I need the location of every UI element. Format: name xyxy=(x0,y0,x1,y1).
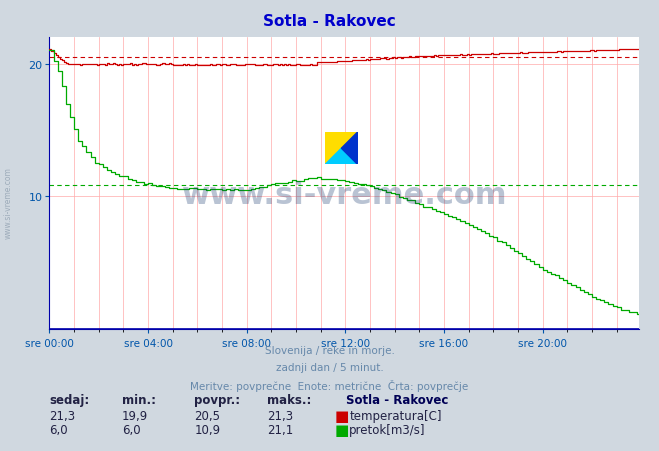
Text: Slovenija / reke in morje.: Slovenija / reke in morje. xyxy=(264,345,395,355)
Text: www.si-vreme.com: www.si-vreme.com xyxy=(182,181,507,210)
Text: ■: ■ xyxy=(335,422,349,437)
Text: 21,1: 21,1 xyxy=(267,423,293,436)
Text: www.si-vreme.com: www.si-vreme.com xyxy=(3,167,13,239)
Text: 21,3: 21,3 xyxy=(267,410,293,422)
Text: 19,9: 19,9 xyxy=(122,410,148,422)
Text: povpr.:: povpr.: xyxy=(194,393,241,405)
Text: sedaj:: sedaj: xyxy=(49,393,90,405)
Text: 6,0: 6,0 xyxy=(49,423,68,436)
Text: temperatura[C]: temperatura[C] xyxy=(349,410,442,422)
Text: maks.:: maks.: xyxy=(267,393,311,405)
Text: zadnji dan / 5 minut.: zadnji dan / 5 minut. xyxy=(275,362,384,372)
Text: Sotla - Rakovec: Sotla - Rakovec xyxy=(263,14,396,29)
Text: Sotla - Rakovec: Sotla - Rakovec xyxy=(346,393,448,405)
Text: 21,3: 21,3 xyxy=(49,410,76,422)
Text: ■: ■ xyxy=(335,408,349,423)
Text: Meritve: povprečne  Enote: metrične  Črta: povprečje: Meritve: povprečne Enote: metrične Črta:… xyxy=(190,379,469,391)
Text: 6,0: 6,0 xyxy=(122,423,140,436)
Text: 10,9: 10,9 xyxy=(194,423,221,436)
Text: pretok[m3/s]: pretok[m3/s] xyxy=(349,423,426,436)
Text: min.:: min.: xyxy=(122,393,156,405)
Text: 20,5: 20,5 xyxy=(194,410,220,422)
